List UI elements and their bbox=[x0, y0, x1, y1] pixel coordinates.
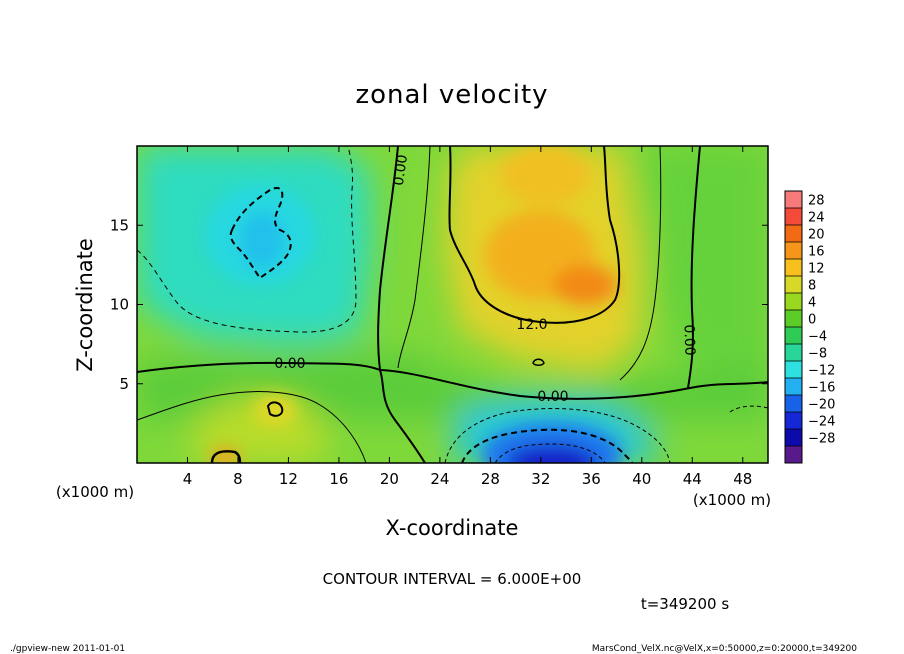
x-tick-label: 24 bbox=[430, 470, 449, 488]
core-yellow-top bbox=[500, 146, 590, 205]
contour-twelve-lower-left-small bbox=[266, 401, 284, 417]
x-tick-label: 12 bbox=[279, 470, 298, 488]
contour-label-text: 0.00 bbox=[274, 356, 305, 372]
colorbar-swatch bbox=[785, 361, 802, 379]
contour-label: 12.0 bbox=[516, 317, 547, 333]
x-tick-label: 8 bbox=[233, 470, 243, 488]
colorbar-label: 0 bbox=[808, 313, 816, 328]
contour-label-group: 0.00 0.00 0.00 12.0 0.00 bbox=[274, 154, 697, 405]
contour-zero-right-lower bbox=[729, 405, 768, 413]
colorbar-swatch bbox=[785, 191, 802, 209]
contour-zero-diagonal bbox=[377, 146, 399, 371]
time-text: t=349200 s bbox=[641, 595, 729, 613]
x-tick-label: 48 bbox=[733, 470, 752, 488]
contour-six-diagonal bbox=[397, 146, 431, 369]
contour-label-text: 0.00 bbox=[537, 389, 568, 405]
colorbar-label: 12 bbox=[808, 262, 825, 277]
colorbar-label: 8 bbox=[808, 279, 816, 294]
contour-minus-six-bottom bbox=[444, 408, 671, 463]
x-tick-label: 40 bbox=[632, 470, 651, 488]
colorbar-label: 24 bbox=[808, 211, 825, 226]
contour-zero-bottom bbox=[379, 369, 768, 400]
y-axis-label: Z-coordinate bbox=[73, 238, 97, 372]
core-blue-upper-left bbox=[240, 212, 284, 268]
x-tick-label: 44 bbox=[683, 470, 702, 488]
colorbar-label: 28 bbox=[808, 194, 825, 209]
contour-minus-six-upper-left bbox=[137, 146, 357, 333]
core-darkblue-bottom bbox=[507, 445, 597, 463]
x-axis-label: X-coordinate bbox=[386, 516, 519, 540]
contour-twelve bbox=[448, 146, 621, 324]
contour-label: 0.00 bbox=[391, 154, 411, 187]
contour-label: 0.00 bbox=[537, 389, 568, 405]
y-tick-label: 5 bbox=[119, 375, 129, 393]
x-tick-label: 32 bbox=[531, 470, 550, 488]
colorbar-swatch bbox=[785, 412, 802, 430]
x-unit-note-right: (x1000 m) bbox=[693, 491, 771, 509]
colorbar-label: −8 bbox=[808, 347, 827, 362]
colorbar-swatch bbox=[785, 293, 802, 311]
plot-area: 0.00 0.00 0.00 12.0 0.00 bbox=[137, 146, 768, 463]
contour-label: 0.00 bbox=[274, 356, 305, 372]
contour-minus-eighteen-bottom bbox=[494, 443, 606, 463]
region-green-right bbox=[640, 146, 768, 370]
y-tick-label: 10 bbox=[110, 296, 129, 314]
colorbar-swatch bbox=[785, 446, 802, 464]
colorbar-swatch bbox=[785, 429, 802, 447]
x-tick-label: 36 bbox=[582, 470, 601, 488]
colorbar-swatch bbox=[785, 344, 802, 362]
contour-minus-twelve-bottom bbox=[461, 428, 633, 463]
contour-six-lower-left bbox=[137, 391, 367, 463]
contour-label-text: 0.00 bbox=[680, 324, 697, 356]
x-tick-label: 28 bbox=[481, 470, 500, 488]
contour-twelve-bottom-left-box bbox=[210, 450, 242, 463]
colorbar-swatch bbox=[785, 259, 802, 277]
x-tick-label: 4 bbox=[183, 470, 193, 488]
contour-six-small-center bbox=[532, 358, 545, 366]
contour-six-right bbox=[619, 146, 662, 381]
x-unit-note-left: (x1000 m) bbox=[56, 483, 134, 501]
colorbar-label: −24 bbox=[808, 415, 835, 430]
colorbar-label: −4 bbox=[808, 330, 827, 345]
colorbar-label: −28 bbox=[808, 432, 835, 447]
contour-zero-right bbox=[687, 146, 701, 389]
colorbar-swatch bbox=[785, 378, 802, 396]
contour-interval-text: CONTOUR INTERVAL = 6.000E+00 bbox=[323, 570, 582, 588]
core-yellow-lower-left bbox=[253, 394, 297, 426]
colorbar-swatch bbox=[785, 327, 802, 345]
colorbar: 28 24 20 16 12 8 4 0 −4 −8 −12 −16 −20 −24 −28 bbox=[784, 190, 835, 464]
chart-title: zonal velocity bbox=[355, 80, 548, 110]
colorbar-label: 4 bbox=[808, 296, 816, 311]
y-tick-label: 15 bbox=[110, 216, 129, 234]
contour-label-text: 0.00 bbox=[391, 154, 411, 187]
core-orange-right bbox=[553, 265, 617, 305]
colorbar-label: −16 bbox=[808, 381, 835, 396]
footer-right: MarsCond_VelX.nc@VelX,x=0:50000,z=0:2000… bbox=[592, 644, 857, 654]
colorbar-swatch bbox=[785, 310, 802, 328]
contour-label: 0.00 bbox=[680, 324, 697, 356]
colorbar-swatch bbox=[785, 242, 802, 260]
colorbar-label: 16 bbox=[808, 245, 825, 260]
colorbar-label: −20 bbox=[808, 398, 835, 413]
contour-zero-left bbox=[137, 361, 426, 463]
colorbar-label: −12 bbox=[808, 364, 835, 379]
contour-label-text: 12.0 bbox=[516, 317, 547, 333]
colorbar-swatch bbox=[785, 208, 802, 226]
x-tick-label: 20 bbox=[380, 470, 399, 488]
colorbar-swatch bbox=[785, 276, 802, 294]
colorbar-label: 20 bbox=[808, 228, 825, 243]
colorbar-swatch bbox=[785, 395, 802, 413]
contour-lines bbox=[137, 146, 768, 463]
footer-left: ./gpview-new 2011-01-01 bbox=[10, 644, 125, 654]
colorbar-swatch bbox=[785, 225, 802, 243]
x-tick-label: 16 bbox=[329, 470, 348, 488]
